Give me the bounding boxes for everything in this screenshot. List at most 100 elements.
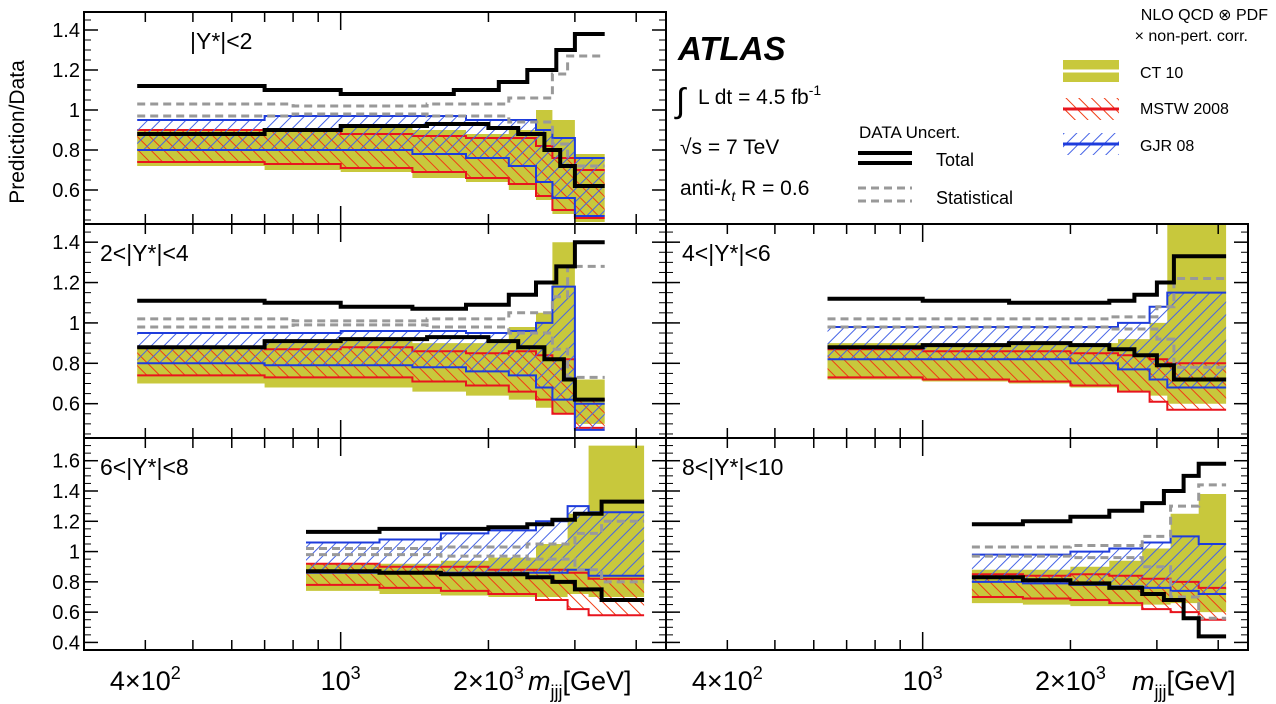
y-tick-label: 1.6 [52, 451, 80, 473]
theory-title-line1: NLO QCD ⊗ PDF [1141, 7, 1268, 24]
x-axis-title-right: mjjj[GeV] [1132, 666, 1236, 702]
mstw-band [306, 563, 645, 616]
x-tick-label-exp: 3 [1096, 663, 1106, 683]
panel-content-y8 [971, 461, 1227, 639]
x-tick-label: 103 [321, 663, 361, 696]
y-axis-title: Prediction/Data [6, 60, 29, 204]
panel-y2: 0.6 0.8 1 1.2 1.4 2<|Y*|<4 [52, 223, 667, 439]
total-uncert-upper [827, 254, 1227, 305]
x-tick-label-base: 10 [903, 666, 933, 696]
y-tick-label: 0.6 [52, 394, 80, 416]
x-tick-label-exp: 3 [933, 663, 943, 683]
total-uncert-upper [971, 461, 1227, 527]
x-tick-label-base: 4×10 [692, 666, 753, 696]
legend-mstw: MSTW 2008 [1063, 98, 1229, 120]
x-tick-label-base: 4×10 [110, 666, 171, 696]
stat-uncert-lower [971, 554, 1227, 620]
stat-uncert-lower [137, 323, 605, 379]
total-uncert-upper [137, 32, 605, 96]
gjr-band [137, 116, 605, 216]
x-tick-label-exp: 3 [514, 663, 524, 683]
panel-content-y2 [137, 240, 605, 431]
mstw-band-lower-edge [137, 161, 605, 219]
total-uncert-lower [827, 341, 1227, 382]
jet-algorithm-label: anti-kt R = 0.6 [680, 177, 809, 204]
stat-uncert-lower [827, 325, 1227, 369]
gjr-band-upper-edge [827, 291, 1227, 328]
panel-label-y6: 6<|Y*|<8 [100, 454, 189, 480]
panel-content-y0 [137, 32, 605, 222]
gjr-band-upper-edge [306, 505, 645, 544]
y-tick-label: 1.2 [52, 511, 80, 533]
panel-label-y0: |Y*|<2 [190, 28, 252, 54]
mstw-band-lower-edge [971, 596, 1227, 621]
gjr-band [827, 292, 1227, 388]
y-tick-label: 1 [69, 313, 80, 335]
total-uncert-upper [306, 499, 645, 534]
x-tick-label: 103 [903, 663, 943, 696]
gjr-band-lower-edge [137, 149, 605, 217]
panel-y0: 0.6 0.8 1 1.2 1.4 |Y*|<2 [52, 11, 667, 225]
y-tick-label: 0.8 [52, 140, 80, 162]
stat-uncert-upper [306, 519, 645, 550]
gjr-band [306, 506, 645, 576]
energy-label: √s = 7 TeV [680, 136, 779, 159]
mstw-band-lower-edge [306, 583, 645, 617]
total-legend-label: Total [936, 150, 974, 170]
y-tick-label: 1.4 [52, 481, 80, 503]
panel-content-y4 [827, 224, 1227, 411]
x-tick-label-base: 10 [321, 666, 351, 696]
panel-content-y6 [306, 445, 645, 617]
x-tick-label: 2×103 [1035, 663, 1106, 696]
mstw-band-lower-edge [827, 376, 1227, 411]
gjr-band-lower-edge [827, 358, 1227, 389]
stat-legend-label: Statistical [936, 188, 1013, 208]
lumi-label: L dt = 4.5 fb-1 [698, 82, 821, 109]
panel-label-y4: 4<|Y*|<6 [682, 240, 771, 266]
stat-uncert-upper [137, 54, 605, 108]
stat-uncert-lower [306, 553, 645, 584]
x-tick-label-base: 2×10 [1035, 666, 1096, 696]
data-uncert-title: DATA Uncert. [859, 123, 960, 142]
lumi-integral: ∫ [674, 82, 687, 120]
stat-uncert-upper [827, 277, 1227, 321]
experiment-label: ATLAS [677, 30, 786, 67]
gjr-band-lower-edge [137, 362, 605, 431]
y-tick-label: 1.4 [52, 232, 80, 254]
legend-gjr: GJR 08 [1063, 133, 1194, 155]
x-tick-label-exp: 2 [753, 663, 763, 683]
y-tick-label: 1.2 [52, 273, 80, 295]
y-tick-label: 0.6 [52, 180, 80, 202]
total-uncert-lower [306, 569, 645, 602]
mstw-band-lower-edge [137, 374, 605, 429]
x-tick-label: 4×102 [692, 663, 763, 696]
x-tick-label: 2×103 [453, 663, 524, 696]
x-axis-title-left: mjjj[GeV] [528, 666, 632, 702]
total-uncert-lower [137, 122, 605, 188]
x-tick-label-exp: 3 [351, 663, 361, 683]
stat-uncert-upper [971, 483, 1227, 549]
panel-y4: 4<|Y*|<6 [665, 223, 1249, 439]
stat-uncert-lower [137, 112, 605, 168]
y-tick-label: 0.8 [52, 353, 80, 375]
y-tick-label: 0.4 [52, 632, 80, 654]
y-tick-label: 1 [69, 542, 80, 564]
stat-uncert-upper [137, 264, 605, 323]
total-uncert-upper [137, 240, 605, 311]
legend-label-mstw: MSTW 2008 [1140, 101, 1229, 118]
y-tick-label: 0.6 [52, 602, 80, 624]
theory-title-line2: × non-pert. corr. [1135, 28, 1248, 45]
legend-label-ct10: CT 10 [1140, 65, 1183, 82]
total-uncert-lower [971, 575, 1227, 639]
total-uncert-lower [137, 335, 605, 402]
x-tick-label: 4×102 [110, 663, 181, 696]
y-tick-label: 1 [69, 100, 80, 122]
y-tick-label: 0.8 [52, 572, 80, 594]
legend-ct10: CT 10 [1063, 60, 1183, 82]
y-tick-label: 1.2 [52, 60, 80, 82]
panel-label-y2: 2<|Y*|<4 [100, 240, 189, 266]
panel-label-y8: 8<|Y*|<10 [682, 454, 783, 480]
